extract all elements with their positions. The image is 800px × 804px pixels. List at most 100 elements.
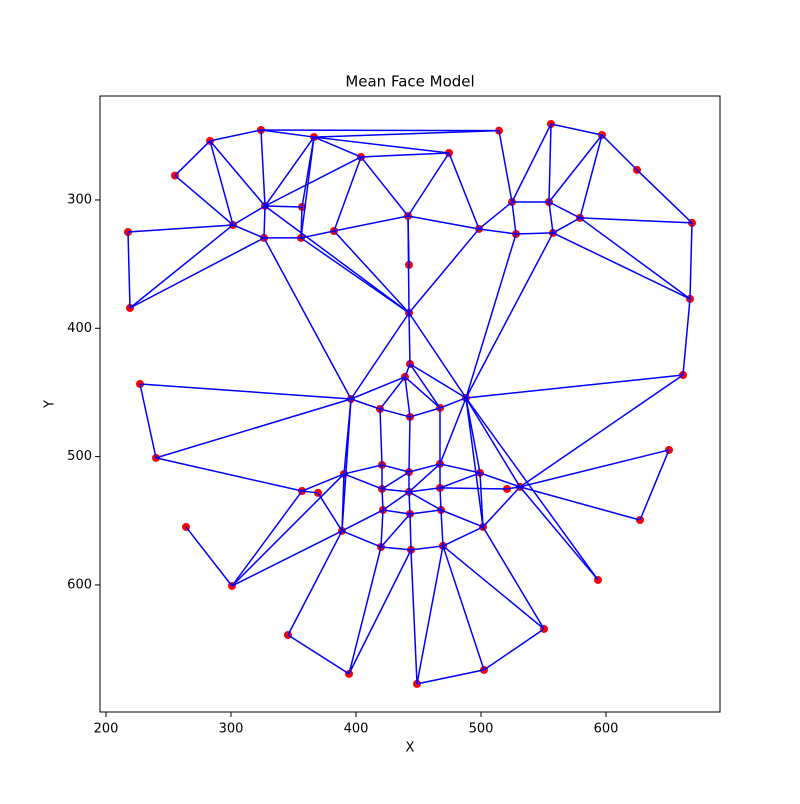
edge bbox=[408, 491, 411, 515]
edge bbox=[552, 217, 581, 234]
edge bbox=[232, 224, 265, 239]
y-tick-label: 300 bbox=[67, 192, 92, 207]
edge bbox=[465, 233, 517, 399]
edge bbox=[548, 201, 554, 234]
edge bbox=[479, 472, 484, 527]
edge bbox=[129, 237, 265, 309]
x-tick-label: 600 bbox=[594, 722, 619, 737]
edge bbox=[381, 471, 410, 490]
edge bbox=[317, 492, 343, 532]
edge bbox=[300, 237, 410, 314]
edge bbox=[381, 488, 410, 493]
edge bbox=[408, 416, 411, 473]
edge bbox=[408, 228, 480, 314]
edge bbox=[483, 628, 545, 671]
edge bbox=[231, 530, 343, 587]
edge bbox=[341, 473, 345, 531]
edge bbox=[313, 129, 500, 138]
edge bbox=[465, 397, 521, 488]
edge bbox=[341, 509, 384, 532]
edge bbox=[380, 509, 384, 548]
edge bbox=[498, 130, 513, 203]
edge bbox=[350, 376, 406, 400]
edge bbox=[127, 224, 234, 233]
edge bbox=[287, 634, 350, 675]
edge bbox=[408, 312, 467, 399]
edge bbox=[264, 205, 303, 208]
edge bbox=[482, 526, 545, 630]
edge bbox=[408, 487, 441, 493]
edge bbox=[348, 549, 412, 675]
edge bbox=[263, 205, 266, 238]
edge bbox=[382, 491, 410, 511]
edge bbox=[478, 228, 517, 235]
edge bbox=[465, 397, 599, 581]
edge bbox=[379, 408, 411, 418]
edge bbox=[174, 140, 211, 177]
edge bbox=[579, 134, 603, 219]
edge bbox=[380, 546, 412, 551]
edge bbox=[465, 232, 554, 399]
edge bbox=[416, 669, 485, 685]
edge bbox=[139, 383, 352, 400]
y-tick-label: 500 bbox=[67, 449, 92, 464]
edge bbox=[174, 174, 234, 226]
edge bbox=[579, 217, 691, 300]
edge bbox=[264, 205, 410, 314]
edge bbox=[343, 464, 383, 475]
edge bbox=[404, 376, 441, 409]
edge bbox=[127, 232, 131, 309]
edge bbox=[442, 545, 485, 671]
edge bbox=[379, 408, 383, 465]
edge bbox=[440, 509, 444, 546]
edge bbox=[260, 129, 500, 132]
edge bbox=[439, 487, 508, 490]
edge bbox=[636, 169, 693, 224]
edge bbox=[350, 312, 410, 400]
edge bbox=[519, 449, 670, 488]
edge bbox=[479, 472, 521, 488]
x-tick-label: 500 bbox=[469, 722, 494, 737]
x-axis-label: X bbox=[406, 741, 415, 756]
edge bbox=[408, 312, 411, 364]
edge bbox=[407, 215, 410, 313]
edge bbox=[439, 487, 442, 511]
edge bbox=[129, 224, 234, 309]
edge bbox=[341, 530, 382, 548]
edge bbox=[416, 545, 444, 685]
chart-title: Mean Face Model bbox=[345, 73, 474, 91]
edge bbox=[232, 205, 266, 226]
edge bbox=[404, 376, 411, 418]
edge bbox=[381, 488, 384, 511]
edge bbox=[139, 383, 157, 459]
edge bbox=[407, 152, 450, 217]
edge bbox=[548, 201, 581, 219]
edge bbox=[333, 156, 362, 232]
edge bbox=[601, 134, 638, 171]
edge bbox=[511, 123, 552, 203]
edge bbox=[439, 463, 481, 474]
edge bbox=[155, 457, 303, 492]
y-tick-label: 600 bbox=[67, 577, 92, 592]
edge bbox=[301, 490, 319, 494]
edge bbox=[209, 140, 266, 207]
edge bbox=[348, 546, 382, 675]
edge bbox=[478, 201, 513, 230]
edge bbox=[448, 152, 480, 230]
edge bbox=[260, 129, 315, 138]
edge bbox=[519, 374, 684, 488]
edge bbox=[409, 363, 441, 409]
plot-frame bbox=[99, 95, 721, 713]
edge bbox=[313, 136, 362, 158]
edge bbox=[185, 526, 233, 587]
x-tick-label: 300 bbox=[219, 722, 244, 737]
edge bbox=[550, 123, 603, 136]
edge bbox=[519, 486, 641, 521]
edge bbox=[506, 486, 521, 490]
y-tick-label: 400 bbox=[67, 321, 92, 336]
edge bbox=[381, 464, 410, 473]
edge bbox=[519, 486, 599, 581]
x-tick-label: 200 bbox=[94, 722, 119, 737]
edge bbox=[515, 232, 554, 235]
edge bbox=[689, 222, 693, 299]
